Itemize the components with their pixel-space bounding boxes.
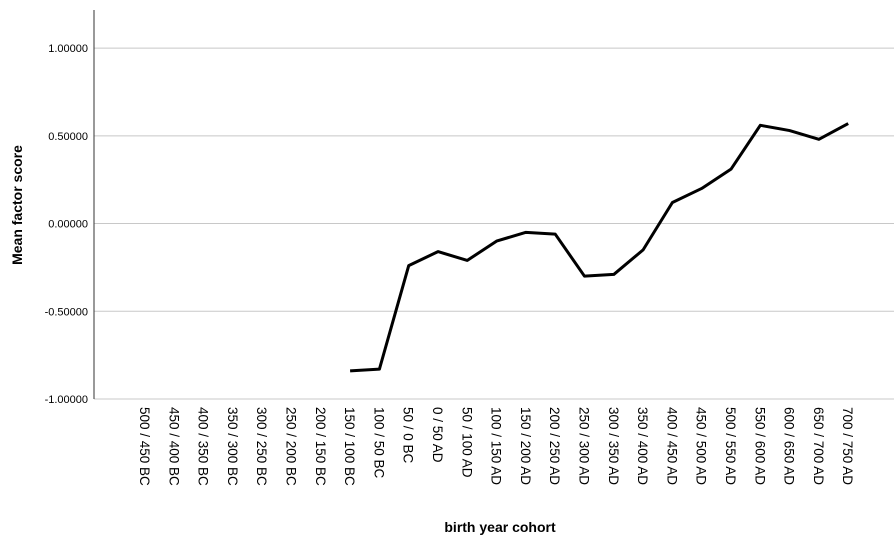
x-tick-label: 400 / 350 BC [196, 407, 211, 486]
x-axis-title: birth year cohort [444, 519, 556, 535]
x-tick-label: 350 / 400 AD [635, 407, 650, 485]
x-tick-label: 100 / 150 AD [489, 407, 504, 485]
x-tick-label: 600 / 650 AD [782, 407, 797, 485]
x-tick-label: 400 / 450 AD [664, 407, 679, 485]
x-tick-label: 150 / 200 AD [518, 407, 533, 485]
x-tick-label: 450 / 400 BC [166, 407, 181, 486]
x-tick-label: 100 / 50 BC [371, 407, 386, 479]
x-tick-label: 350 / 300 BC [225, 407, 240, 486]
x-tick-label: 650 / 700 AD [811, 407, 826, 485]
x-tick-label: 550 / 600 AD [752, 407, 767, 485]
y-tick-label: -1.00000 [45, 394, 88, 406]
x-tick-label: 200 / 250 AD [547, 407, 562, 485]
x-tick-label: 200 / 150 BC [313, 407, 328, 486]
x-tick-label: 250 / 200 BC [284, 407, 299, 486]
x-tick-label: 500 / 550 AD [723, 407, 738, 485]
x-tick-label: 500 / 450 BC [137, 407, 152, 486]
y-tick-label: 1.00000 [48, 43, 88, 55]
y-axis-title: Mean factor score [9, 145, 25, 265]
x-tick-label: 250 / 300 AD [577, 407, 592, 485]
x-tick-label: 450 / 500 AD [694, 407, 709, 485]
data-line [350, 122, 849, 373]
y-tick-label: 0.00000 [48, 219, 88, 231]
y-tick-label: -0.50000 [45, 306, 88, 318]
x-tick-label: 300 / 350 AD [606, 407, 621, 485]
y-tick-label: 0.50000 [48, 131, 88, 143]
x-tick-label: 300 / 250 BC [254, 407, 269, 486]
x-tick-label: 0 / 50 AD [430, 407, 445, 463]
x-tick-label: 700 / 750 AD [840, 407, 855, 485]
x-tick-label: 50 / 0 BC [401, 407, 416, 464]
x-tick-label: 50 / 100 AD [459, 407, 474, 478]
x-tick-label: 150 / 100 BC [342, 407, 357, 486]
